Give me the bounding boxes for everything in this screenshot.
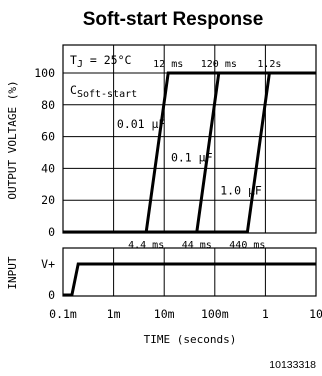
top-y-tick-label: 80 [41, 98, 55, 112]
top-y-axis-label: OUTPUT VOLTAGE (%) [6, 80, 19, 199]
bottom-panel-grid [113, 248, 266, 296]
top-y-tick-labels: 0 20 40 60 80 100 [34, 66, 55, 239]
figure-number: 10133318 [269, 359, 316, 371]
end-time-label: 12 ms [153, 59, 183, 70]
temperature-annotation: TJ = 25°C [70, 53, 132, 70]
series-label: 0.1 µF [171, 150, 213, 164]
bottom-y-tick-labels: 0 V+ [41, 257, 55, 302]
x-tick-label: 100m [201, 307, 229, 321]
capacitor-annotation: CSoft-start [70, 83, 137, 100]
x-axis-label: TIME (seconds) [144, 333, 237, 346]
bottom-panel-frame [62, 247, 317, 297]
top-panel: 0 20 40 60 80 100 0.01 µF 4.4 ms 12 ms 0.1 µF 44 … [6, 44, 317, 251]
start-time-label: 440 ms [229, 240, 265, 251]
input-step-line [63, 262, 316, 297]
series-label: 0.01 µF [117, 117, 166, 131]
x-tick-label: 0.1m [49, 307, 77, 321]
x-tick-label: 1m [107, 307, 121, 321]
x-tick-label: 1 [262, 307, 269, 321]
x-tick-labels: 0.1m 1m 10m 100m 1 10 [49, 307, 322, 321]
series-label: 1.0 µF [220, 184, 262, 198]
bottom-y-axis-label: INPUT [6, 256, 19, 289]
top-y-tick-label: 0 [48, 225, 55, 239]
bottom-y-tick-label: 0 [48, 288, 55, 302]
top-y-tick-label: 100 [34, 66, 55, 80]
end-time-label: 120 ms [201, 59, 237, 70]
top-y-tick-label: 40 [41, 161, 55, 175]
top-series-line [63, 71, 316, 234]
top-panel-traces [63, 71, 316, 234]
top-y-tick-label: 60 [41, 130, 55, 144]
top-y-tick-label: 20 [41, 193, 55, 207]
bottom-y-tick-label: V+ [41, 257, 55, 271]
end-time-label: 1.2s [257, 59, 281, 70]
top-panel-annotations: 0.01 µF 4.4 ms 12 ms 0.1 µF 44 ms 120 ms 1.0 µ… [117, 59, 282, 251]
start-time-label: 4.4 ms [128, 240, 164, 251]
x-tick-label: 10 [309, 307, 322, 321]
x-tick-label: 10m [154, 307, 175, 321]
chart-title: Soft-start Response [83, 9, 264, 30]
bottom-panel-traces [63, 262, 316, 297]
start-time-label: 44 ms [182, 240, 212, 251]
bottom-panel: 0 V+ INPUT [6, 247, 317, 302]
